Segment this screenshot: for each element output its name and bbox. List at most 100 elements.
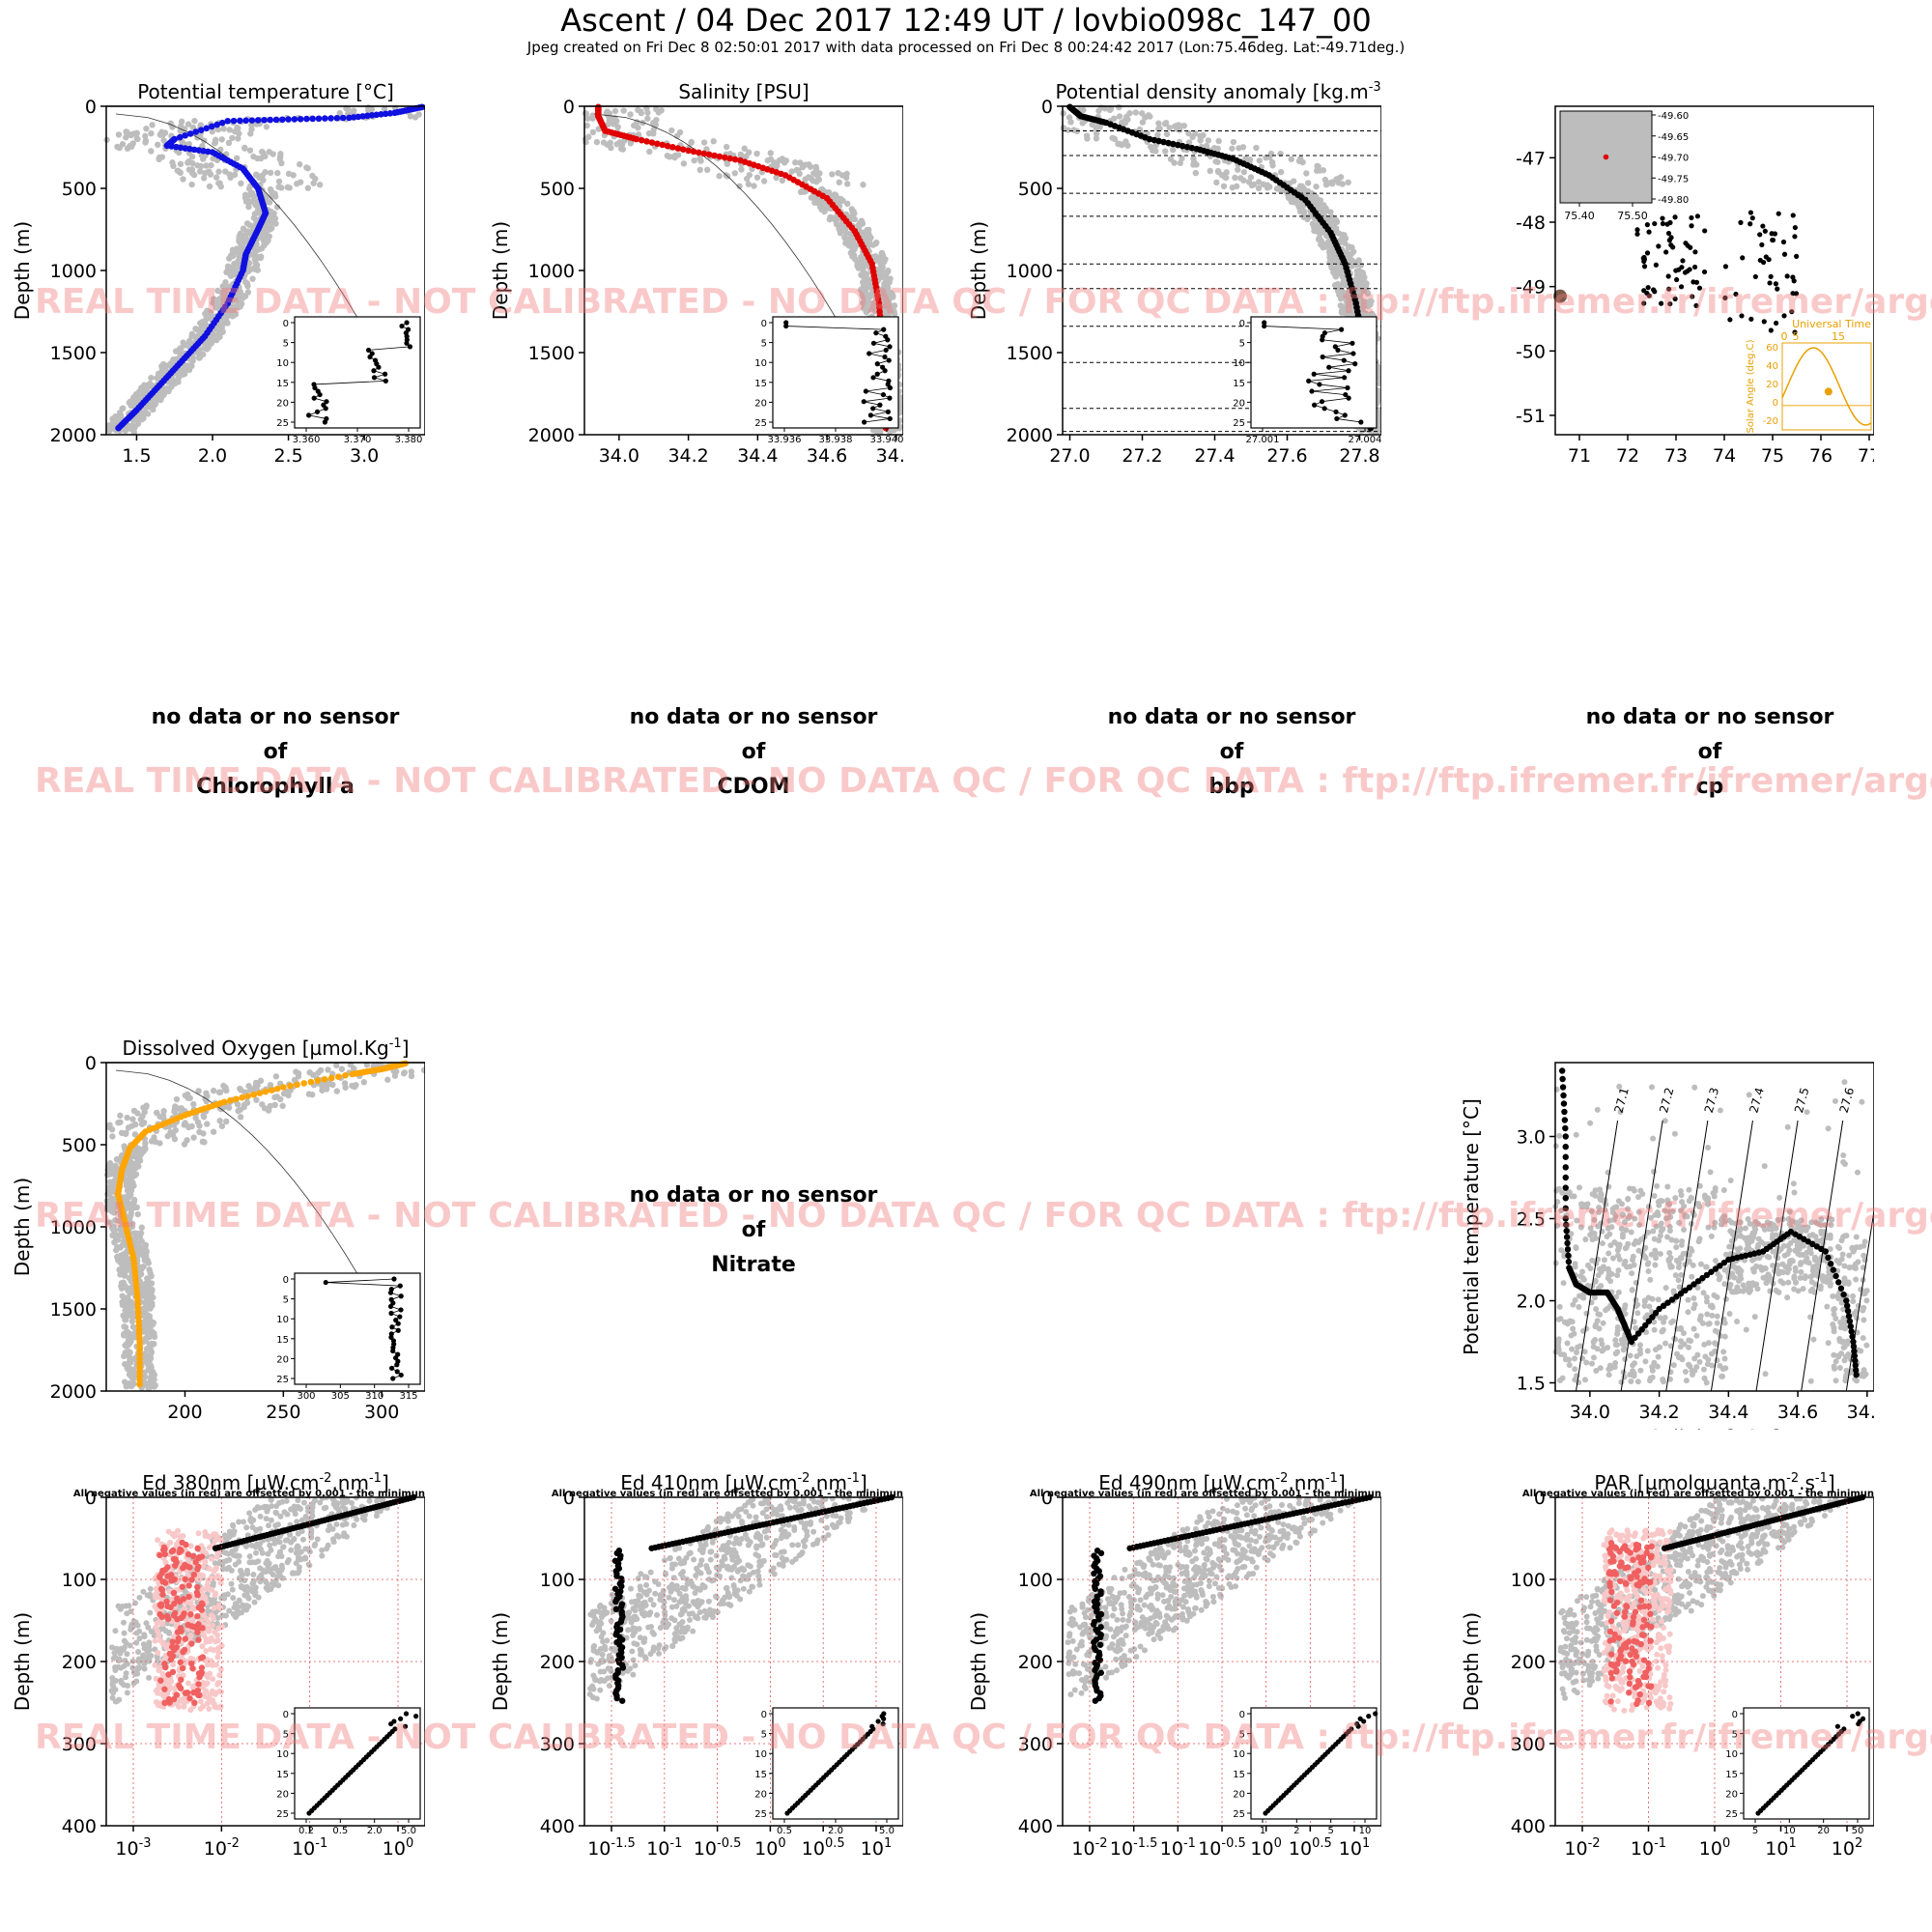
historical-point xyxy=(723,143,730,151)
historical-point xyxy=(213,336,220,344)
density-profile-chart: Potential density anomaly [kg.m-3]050010… xyxy=(967,80,1381,467)
chart-title-part: Salinity [PSU] xyxy=(678,80,809,103)
x-tick-label: 34.0 xyxy=(599,445,639,467)
y-tick-label: -51 xyxy=(1516,406,1546,427)
solar-x-tick-label: 5 xyxy=(1793,330,1800,343)
inset-y-tick-label: 0 xyxy=(761,319,767,329)
inset-link xyxy=(1322,356,1345,361)
historical-point xyxy=(1115,140,1122,148)
solar-y-tick-label: -20 xyxy=(1763,416,1778,427)
historical-point xyxy=(1205,137,1212,144)
historical-point xyxy=(145,404,153,411)
historical-point xyxy=(235,258,242,265)
inset-link xyxy=(870,411,889,416)
historical-ts-point xyxy=(1798,1260,1804,1266)
historical-point xyxy=(231,265,238,272)
y-tick-label: -50 xyxy=(1516,341,1546,362)
historical-ts-point xyxy=(1629,1270,1635,1277)
historical-point xyxy=(125,1124,132,1131)
no-data-line1: no data or no sensor xyxy=(151,705,400,729)
float-position xyxy=(1776,211,1781,216)
x-tick-label: 3.0 xyxy=(350,445,379,467)
chart-title-part: -3 xyxy=(1369,80,1381,95)
historical-point xyxy=(214,287,221,295)
historical-point xyxy=(247,130,254,137)
chart-title-part: mol.Kg xyxy=(322,1037,388,1060)
oxygen-profile-chart: Dissolved Oxygen [µmol.Kg-1]050010001500… xyxy=(11,1037,425,1423)
historical-point xyxy=(141,1328,148,1335)
historical-point xyxy=(1207,167,1213,175)
historical-point xyxy=(741,145,748,152)
historical-point xyxy=(129,1165,136,1172)
float-position xyxy=(1674,276,1680,283)
inset-x-tick-label: 3.370 xyxy=(344,435,372,445)
float-position xyxy=(1689,223,1694,229)
historical-point xyxy=(1067,119,1074,126)
historical-ts-point xyxy=(1703,1298,1710,1305)
float-position xyxy=(1694,213,1700,219)
float-position xyxy=(1680,258,1686,264)
historical-point xyxy=(1347,298,1353,305)
historical-point xyxy=(177,345,184,352)
historical-point xyxy=(753,150,760,157)
inset-link xyxy=(864,397,890,403)
historical-point xyxy=(867,234,874,242)
historical-point xyxy=(1333,218,1341,225)
historical-point xyxy=(1197,137,1204,144)
historical-point xyxy=(1326,240,1334,247)
inset-link xyxy=(872,377,889,382)
y-tick-label: 1500 xyxy=(528,343,575,364)
solar-inset-frame xyxy=(1781,342,1872,431)
float-position xyxy=(1634,231,1640,237)
inset-link xyxy=(866,390,884,395)
float-position xyxy=(1658,300,1664,306)
inset-x-tick-label: 33.940 xyxy=(870,435,904,445)
historical-point xyxy=(122,1360,128,1368)
historical-point xyxy=(181,1141,188,1148)
historical-point xyxy=(129,1220,136,1228)
profile-point xyxy=(197,127,205,133)
historical-point xyxy=(195,1088,202,1094)
profile-point xyxy=(654,140,661,148)
historical-point xyxy=(149,1368,156,1376)
historical-point xyxy=(277,151,284,157)
historical-point xyxy=(1172,123,1179,129)
inset-point xyxy=(387,1303,394,1310)
float-position xyxy=(1761,259,1767,266)
historical-point xyxy=(1214,158,1221,165)
y-tick-label: -47 xyxy=(1516,148,1546,169)
historical-point xyxy=(1177,159,1184,167)
historical-point xyxy=(221,316,229,324)
historical-ts-point xyxy=(1804,1109,1810,1116)
historical-point xyxy=(847,249,855,256)
inset-link xyxy=(873,342,891,348)
historical-point xyxy=(310,1071,317,1078)
historical-point xyxy=(255,253,262,261)
historical-point xyxy=(188,181,195,188)
historical-point xyxy=(229,313,237,320)
historical-point xyxy=(1308,194,1315,201)
float-position xyxy=(1770,237,1776,243)
historical-point xyxy=(876,265,884,272)
historical-ts-point xyxy=(1840,1306,1847,1313)
historical-point xyxy=(1089,121,1095,128)
historical-ts-point xyxy=(1770,1263,1776,1269)
historical-point xyxy=(1116,103,1122,111)
historical-point xyxy=(1142,114,1149,121)
historical-point xyxy=(210,1128,217,1135)
historical-point xyxy=(272,220,279,227)
inset-link xyxy=(1337,350,1354,355)
historical-point xyxy=(1152,148,1159,155)
profile-point xyxy=(659,141,667,149)
historical-point xyxy=(121,1272,128,1279)
historical-point xyxy=(202,345,209,352)
historical-point xyxy=(128,131,135,138)
historical-point xyxy=(244,289,252,296)
historical-ts-point xyxy=(1719,1373,1725,1379)
historical-point xyxy=(250,153,257,160)
historical-point xyxy=(184,1091,191,1098)
historical-point xyxy=(1203,142,1210,150)
historical-point xyxy=(1303,170,1310,177)
